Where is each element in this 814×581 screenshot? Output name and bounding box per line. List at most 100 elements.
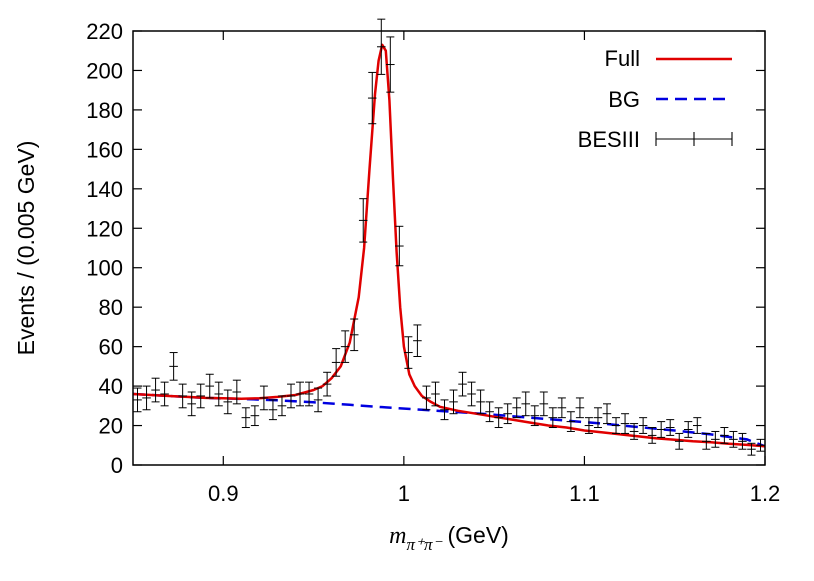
data-point	[539, 391, 549, 417]
data-point	[674, 432, 684, 450]
y-tick-label: 0	[111, 453, 123, 478]
tick-labels: 0 20 40 60 80 100 120 140 160 180 200 220 0.9 1 1.1 1.2	[86, 19, 780, 506]
y-tick-label: 60	[99, 335, 123, 360]
data-point	[656, 421, 666, 438]
data-point	[142, 385, 151, 411]
data-point	[720, 427, 729, 444]
data-point	[458, 371, 467, 397]
y-tick-label: 160	[86, 137, 123, 162]
x-tick-label: 0.9	[208, 481, 239, 506]
data-point	[214, 381, 224, 407]
data-point	[367, 71, 377, 125]
data-point	[503, 403, 512, 425]
data-point	[548, 407, 558, 429]
data-point	[431, 381, 440, 407]
data-point	[340, 330, 350, 363]
y-tick-label: 140	[86, 177, 123, 202]
series-besiii	[133, 18, 765, 456]
data-point	[322, 371, 332, 397]
data-point	[702, 432, 711, 450]
data-point	[404, 336, 413, 369]
bg-line	[132, 392, 766, 448]
data-point	[593, 407, 603, 429]
data-point	[232, 379, 242, 405]
data-point	[476, 389, 485, 415]
data-point	[449, 389, 458, 415]
data-point	[223, 389, 233, 415]
y-axis-label: Events / (0.005 GeV)	[13, 141, 39, 356]
y-tick-label: 20	[99, 414, 123, 439]
data-point	[358, 198, 368, 243]
data-point	[557, 397, 567, 419]
data-point	[250, 405, 260, 427]
y-tick-label: 100	[86, 256, 123, 281]
data-point	[440, 399, 449, 421]
data-point	[178, 383, 187, 409]
data-point	[638, 417, 648, 434]
data-point	[349, 318, 359, 352]
data-point	[692, 417, 702, 434]
data-point	[376, 18, 386, 75]
data-point	[386, 36, 395, 93]
data-point	[629, 423, 639, 440]
data-point	[422, 385, 431, 411]
data-point	[277, 395, 287, 417]
y-tick-label: 120	[86, 216, 123, 241]
legend-swatch-besiii	[655, 132, 733, 146]
data-point	[304, 381, 314, 407]
y-tick-label: 80	[99, 295, 123, 320]
data-point	[151, 377, 160, 403]
legend-label-full: Full	[605, 46, 640, 71]
data-point	[566, 411, 576, 432]
data-point	[512, 397, 522, 419]
data-point	[196, 383, 206, 409]
data-point	[286, 383, 296, 409]
data-point	[747, 442, 756, 456]
data-point	[729, 430, 738, 448]
data-point	[169, 352, 178, 381]
data-point	[738, 432, 747, 450]
data-point	[575, 397, 585, 419]
data-point	[295, 381, 305, 407]
data-point	[467, 381, 476, 407]
data-point	[485, 401, 494, 423]
data-point	[187, 391, 196, 417]
data-point	[584, 417, 594, 434]
data-point	[647, 427, 657, 444]
x-tick-label: 1.2	[750, 481, 781, 506]
data-point	[611, 417, 621, 434]
x-tick-label: 1	[398, 481, 410, 506]
data-point	[259, 385, 269, 411]
data-point	[530, 405, 540, 427]
legend-label-bg: BG	[608, 87, 640, 112]
x-axis-label-unit: (GeV)	[447, 522, 508, 548]
data-point	[133, 387, 142, 413]
data-point	[521, 391, 531, 417]
data-point	[268, 399, 278, 421]
y-tick-label: 180	[86, 98, 123, 123]
plot-frame	[132, 30, 766, 466]
data-point	[756, 438, 765, 452]
series-bg	[132, 392, 766, 448]
series-full	[132, 43, 766, 448]
x-axis-label: mπ⁺π⁻ (GeV)	[389, 522, 509, 554]
data-point	[413, 324, 422, 357]
x-axis-label-subscript: π⁺π⁻	[407, 535, 444, 554]
y-tick-label: 200	[86, 58, 123, 83]
full-line	[132, 43, 766, 448]
data-point	[241, 407, 251, 429]
data-point	[313, 387, 323, 413]
x-axis-label-symbol: m	[389, 523, 406, 549]
y-tick-label: 40	[99, 374, 123, 399]
legend-label-besiii: BESIII	[578, 127, 640, 152]
y-tick-label: 220	[86, 19, 123, 44]
data-point	[395, 225, 404, 267]
x-tick-label: 1.1	[569, 481, 600, 506]
data-point	[331, 348, 341, 377]
data-point	[620, 413, 630, 434]
data-point	[160, 381, 169, 407]
data-point	[602, 403, 612, 425]
legend: Full BG BESIII	[578, 46, 733, 152]
data-point	[711, 430, 720, 448]
